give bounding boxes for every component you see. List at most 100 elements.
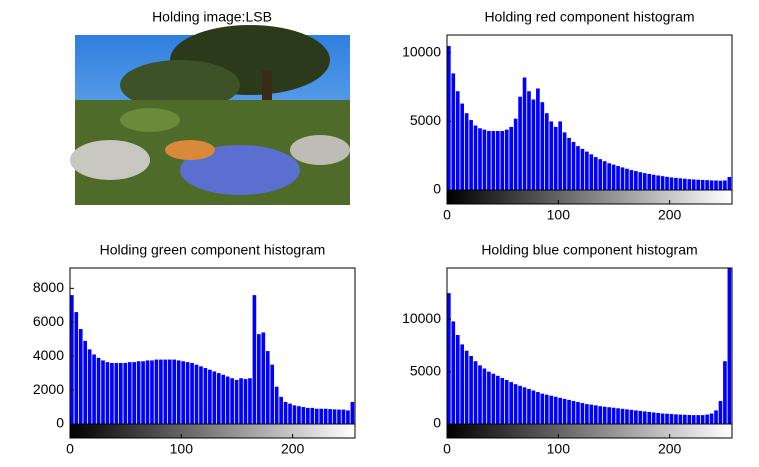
- bar: [714, 410, 718, 424]
- bar: [679, 178, 683, 190]
- bar: [572, 142, 576, 190]
- bar: [97, 358, 101, 424]
- bar: [333, 409, 337, 424]
- bar: [630, 410, 634, 424]
- bar: [451, 73, 455, 190]
- bar: [204, 368, 208, 424]
- bar: [293, 405, 297, 424]
- bar: [728, 268, 732, 424]
- bar: [465, 113, 469, 190]
- bar: [679, 415, 683, 424]
- bar: [723, 361, 727, 424]
- bar: [324, 409, 328, 424]
- bar: [487, 372, 491, 424]
- y-tick-label: 4000: [33, 347, 64, 363]
- y-tick-label: 0: [433, 415, 441, 431]
- bar: [696, 180, 700, 190]
- bar: [670, 177, 674, 190]
- bar: [123, 363, 127, 424]
- bar: [509, 382, 513, 424]
- bar: [190, 363, 194, 424]
- bar: [545, 395, 549, 424]
- bar: [705, 415, 709, 424]
- bar: [572, 401, 576, 424]
- bar: [674, 414, 678, 424]
- bar: [652, 175, 656, 190]
- bar: [563, 399, 567, 424]
- bar: [527, 91, 531, 190]
- bar: [594, 157, 598, 190]
- bar: [607, 163, 611, 190]
- bar: [612, 408, 616, 424]
- bar: [168, 360, 172, 424]
- bar: [342, 410, 346, 424]
- bar: [74, 312, 78, 424]
- bar: [181, 361, 185, 424]
- bar: [346, 410, 350, 424]
- bar: [532, 390, 536, 424]
- bar: [297, 406, 301, 424]
- figure: Holding image:LSB Holding red component …: [0, 0, 759, 462]
- bar: [518, 386, 522, 424]
- bar: [549, 121, 553, 190]
- bar: [239, 378, 243, 424]
- bar: [500, 378, 504, 424]
- x-tick-label: 100: [547, 441, 571, 457]
- bar: [652, 412, 656, 424]
- bar: [661, 176, 665, 190]
- bar: [576, 402, 580, 424]
- bar: [719, 181, 723, 190]
- chart-title: Holding green component histogram: [100, 242, 326, 258]
- bar: [213, 371, 217, 424]
- bar: [616, 166, 620, 190]
- bar: [199, 366, 203, 424]
- bar: [647, 174, 651, 190]
- bar: [665, 414, 669, 424]
- bar: [132, 362, 136, 424]
- bar: [581, 403, 585, 424]
- x-tick-label: 200: [658, 441, 682, 457]
- bar: [514, 384, 518, 424]
- bar: [478, 365, 482, 424]
- y-tick-label: 5000: [410, 362, 441, 378]
- y-tick-label: 10000: [402, 310, 441, 326]
- bar: [692, 415, 696, 424]
- bar: [186, 362, 190, 424]
- bar: [523, 387, 527, 424]
- bar: [496, 131, 500, 190]
- bar: [710, 180, 714, 190]
- bar: [594, 405, 598, 424]
- x-tick-label: 0: [443, 207, 451, 223]
- bar: [469, 120, 473, 190]
- colorbar: [70, 424, 355, 438]
- bar: [110, 363, 114, 424]
- bar: [155, 360, 159, 424]
- bar: [456, 335, 460, 424]
- bar: [598, 406, 602, 424]
- bar: [603, 161, 607, 190]
- bar: [319, 409, 323, 424]
- bar: [447, 46, 451, 190]
- y-tick-label: 5000: [410, 112, 441, 128]
- bar: [208, 370, 212, 424]
- bar: [351, 402, 355, 424]
- bar: [728, 177, 732, 190]
- bar: [221, 375, 225, 424]
- bar: [585, 152, 589, 190]
- bar: [83, 341, 87, 424]
- bar: [523, 78, 527, 190]
- bar: [518, 97, 522, 190]
- bar: [505, 380, 509, 424]
- bar: [115, 363, 119, 424]
- bar: [172, 360, 176, 424]
- bar: [492, 131, 496, 190]
- bar: [302, 407, 306, 424]
- bar: [634, 410, 638, 424]
- bar: [492, 374, 496, 424]
- bar: [500, 131, 504, 190]
- x-tick-label: 100: [170, 441, 194, 457]
- bar: [244, 379, 248, 424]
- bar: [541, 102, 545, 190]
- bar: [656, 413, 660, 424]
- bar: [487, 131, 491, 190]
